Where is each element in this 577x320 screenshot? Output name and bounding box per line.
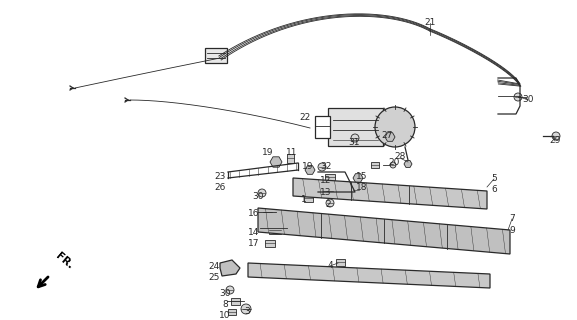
Text: 30: 30 [219, 289, 231, 298]
Bar [371, 162, 379, 168]
Text: 30: 30 [252, 192, 264, 201]
Text: 30: 30 [522, 95, 534, 104]
Text: 29: 29 [549, 136, 561, 145]
Bar [304, 195, 313, 202]
Text: 11: 11 [286, 148, 298, 157]
Circle shape [226, 286, 234, 294]
Bar [287, 154, 294, 163]
Bar [269, 226, 281, 234]
Text: 24: 24 [208, 262, 220, 271]
Polygon shape [404, 161, 412, 167]
Text: 4: 4 [327, 261, 333, 270]
Text: 28: 28 [394, 152, 406, 161]
Text: 26: 26 [214, 183, 226, 192]
Text: 5: 5 [491, 174, 497, 183]
Bar [328, 108, 383, 146]
Polygon shape [305, 166, 315, 174]
Text: 32: 32 [320, 162, 332, 171]
Text: 17: 17 [248, 239, 260, 248]
Bar [325, 173, 335, 180]
Circle shape [258, 189, 266, 197]
Text: 16: 16 [248, 209, 260, 218]
Polygon shape [270, 157, 282, 167]
Text: 27: 27 [381, 131, 393, 140]
Text: 15: 15 [356, 172, 368, 181]
Polygon shape [248, 263, 490, 288]
Text: 22: 22 [299, 113, 310, 122]
Bar [228, 309, 236, 315]
Polygon shape [385, 133, 395, 141]
Text: 23: 23 [214, 172, 226, 181]
Polygon shape [220, 260, 240, 276]
Text: 31: 31 [349, 138, 359, 147]
Text: 19: 19 [302, 162, 314, 171]
Text: 18: 18 [356, 183, 368, 192]
Text: 1: 1 [301, 195, 307, 204]
Circle shape [375, 107, 415, 147]
Text: 14: 14 [248, 228, 260, 237]
Text: 20: 20 [388, 158, 400, 167]
Bar [315, 116, 330, 138]
Text: 13: 13 [320, 188, 332, 197]
Bar [265, 239, 275, 246]
Text: 6: 6 [491, 185, 497, 194]
Text: 9: 9 [509, 226, 515, 235]
Circle shape [552, 132, 560, 140]
Bar [205, 48, 227, 63]
Polygon shape [353, 174, 363, 182]
Bar [335, 259, 344, 266]
Circle shape [390, 162, 396, 168]
Bar [263, 209, 272, 215]
Text: 3: 3 [244, 307, 250, 316]
Text: 25: 25 [208, 273, 220, 282]
Polygon shape [258, 208, 510, 254]
Text: 12: 12 [320, 176, 332, 185]
Polygon shape [293, 178, 487, 209]
Text: 10: 10 [219, 311, 231, 320]
Bar [323, 188, 333, 195]
Circle shape [318, 163, 326, 171]
Text: FR.: FR. [54, 251, 75, 271]
Text: 7: 7 [509, 214, 515, 223]
Text: 21: 21 [424, 18, 436, 27]
Text: 2: 2 [325, 200, 331, 209]
Bar [230, 298, 239, 305]
Circle shape [351, 134, 359, 142]
Text: 8: 8 [222, 300, 228, 309]
Circle shape [352, 186, 360, 194]
Circle shape [514, 93, 522, 101]
Circle shape [326, 199, 334, 207]
Text: 19: 19 [263, 148, 273, 157]
Circle shape [241, 304, 251, 314]
